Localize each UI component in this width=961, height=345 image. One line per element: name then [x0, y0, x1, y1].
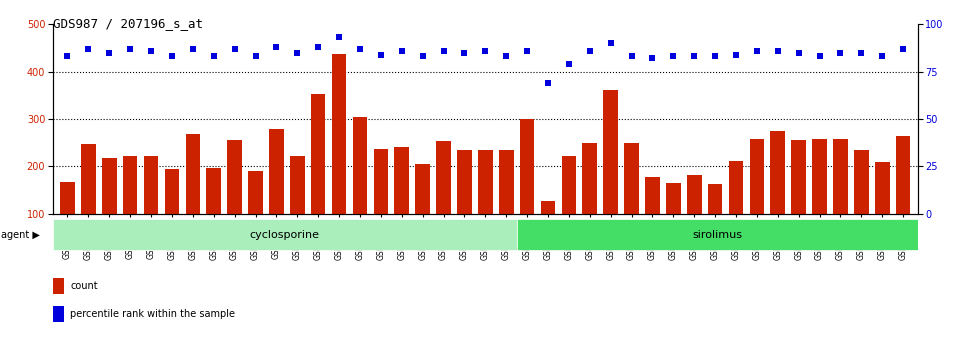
Bar — [228, 140, 242, 262]
Bar — [332, 53, 346, 262]
Point — [561, 61, 577, 67]
Point — [185, 46, 201, 51]
Bar — [561, 156, 577, 262]
Bar — [353, 117, 367, 262]
Point — [812, 53, 827, 59]
Bar — [207, 168, 221, 262]
Bar — [728, 161, 743, 262]
Point — [394, 48, 409, 53]
Bar — [625, 143, 639, 262]
Bar — [61, 181, 75, 262]
Point — [728, 52, 744, 57]
Point — [519, 48, 534, 53]
Point — [81, 46, 96, 51]
Bar — [582, 143, 597, 262]
Point — [853, 50, 869, 55]
Point — [750, 48, 765, 53]
Bar — [541, 201, 555, 262]
Point — [269, 44, 284, 50]
Bar — [248, 171, 262, 262]
Bar — [666, 183, 680, 262]
Bar — [812, 139, 826, 262]
Point — [415, 53, 431, 59]
Point — [310, 44, 326, 50]
Bar — [520, 119, 534, 262]
Bar — [478, 150, 493, 262]
Point — [791, 50, 806, 55]
Bar — [854, 150, 869, 262]
Point — [707, 53, 723, 59]
Point — [686, 53, 702, 59]
Bar — [374, 149, 388, 262]
Bar — [290, 156, 305, 262]
Bar — [833, 139, 848, 262]
Bar — [102, 158, 116, 262]
Text: sirolimus: sirolimus — [692, 230, 742, 239]
Point — [164, 53, 180, 59]
Point — [582, 48, 598, 53]
Bar — [457, 150, 472, 262]
Point — [875, 53, 890, 59]
Text: percentile rank within the sample: percentile rank within the sample — [70, 309, 235, 319]
Point — [666, 53, 681, 59]
Text: agent ▶: agent ▶ — [1, 230, 39, 239]
Bar — [791, 140, 806, 262]
Text: cyclosporine: cyclosporine — [250, 230, 320, 239]
Point — [770, 48, 785, 53]
Point — [373, 52, 388, 57]
Bar — [53, 219, 517, 250]
Point — [624, 53, 639, 59]
Bar — [269, 128, 283, 262]
Bar — [687, 175, 702, 262]
Bar — [53, 278, 63, 294]
Point — [353, 46, 368, 51]
Point — [332, 35, 347, 40]
Bar — [185, 134, 200, 262]
Bar — [645, 177, 660, 262]
Bar — [81, 144, 96, 262]
Text: GDS987 / 207196_s_at: GDS987 / 207196_s_at — [53, 17, 203, 30]
Point — [227, 46, 242, 51]
Point — [60, 53, 75, 59]
Bar — [436, 141, 451, 262]
Bar — [750, 139, 764, 262]
Point — [540, 80, 555, 86]
Point — [289, 50, 305, 55]
Bar — [310, 94, 326, 262]
Point — [645, 56, 660, 61]
Point — [833, 50, 849, 55]
Bar — [394, 147, 409, 262]
Point — [478, 48, 493, 53]
Point — [122, 46, 137, 51]
Point — [896, 46, 911, 51]
Point — [436, 48, 452, 53]
Bar — [517, 219, 918, 250]
Bar — [771, 131, 785, 262]
Bar — [499, 150, 513, 262]
Point — [143, 48, 159, 53]
Bar — [123, 156, 137, 262]
Bar — [144, 156, 159, 262]
Bar — [875, 162, 890, 262]
Bar — [53, 306, 63, 322]
Point — [456, 50, 472, 55]
Bar — [604, 90, 618, 262]
Point — [206, 53, 221, 59]
Point — [499, 53, 514, 59]
Bar — [164, 169, 180, 262]
Point — [102, 50, 117, 55]
Bar — [896, 136, 910, 262]
Bar — [708, 184, 723, 262]
Point — [603, 40, 618, 46]
Point — [248, 53, 263, 59]
Text: count: count — [70, 281, 98, 291]
Bar — [415, 164, 430, 262]
